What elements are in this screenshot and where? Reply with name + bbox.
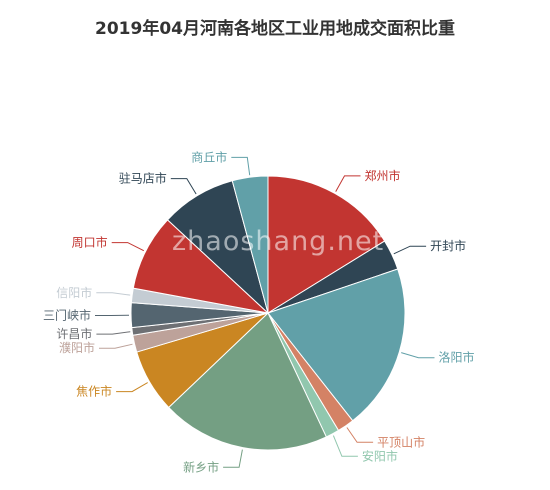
slice-label-3: 平顶山市: [377, 434, 425, 449]
label-line-2: [401, 352, 435, 359]
pie-slice-2[interactable]: [267, 268, 406, 422]
label-line-0: [335, 175, 361, 192]
watermark-text: zhaoshang.net: [172, 226, 385, 257]
pie-slice-0[interactable]: [267, 175, 386, 314]
slice-label-9: 三门峡市: [43, 308, 91, 323]
slice-label-2: 洛阳市: [439, 350, 475, 365]
label-line-7: [99, 343, 133, 349]
pie-slices: [130, 175, 406, 451]
slice-label-8: 许昌市: [56, 326, 92, 341]
slice-label-4: 安阳市: [362, 448, 398, 463]
label-line-5: [223, 449, 243, 468]
label-line-3: [346, 427, 374, 443]
slice-label-12: 驻马店市: [119, 171, 167, 186]
label-lines: [95, 156, 435, 468]
label-line-8: [96, 331, 131, 335]
label-line-13: [231, 156, 251, 176]
pie-slice-13[interactable]: [231, 175, 269, 314]
slice-label-7: 濮阳市: [59, 340, 95, 355]
slice-label-13: 商丘市: [191, 149, 227, 164]
pie-slice-5[interactable]: [168, 312, 327, 451]
chart-title: 2019年04月河南各地区工业用地成交面积比重: [95, 19, 455, 39]
label-line-12: [170, 178, 197, 195]
slice-label-11: 周口市: [72, 235, 108, 250]
label-line-11: [111, 242, 145, 252]
label-line-6: [116, 382, 148, 393]
slice-label-0: 郑州市: [365, 168, 401, 183]
label-line-4: [332, 435, 358, 457]
label-line-10: [96, 292, 131, 296]
label-line-1: [393, 245, 427, 255]
slice-label-6: 焦作市: [76, 384, 112, 399]
slice-label-1: 开封市: [430, 238, 466, 253]
slice-label-5: 新乡市: [183, 459, 219, 474]
slice-label-10: 信阳市: [56, 285, 92, 300]
